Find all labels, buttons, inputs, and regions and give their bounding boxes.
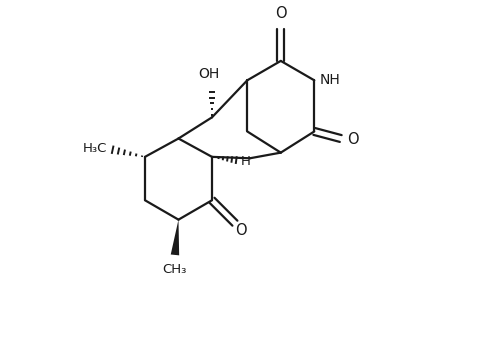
- Text: O: O: [275, 6, 287, 21]
- Text: H₃C: H₃C: [82, 142, 107, 155]
- Text: H: H: [241, 154, 251, 168]
- Text: O: O: [236, 223, 247, 238]
- Text: NH: NH: [320, 73, 340, 87]
- Text: O: O: [347, 132, 359, 147]
- Text: OH: OH: [198, 67, 219, 81]
- Text: CH₃: CH₃: [162, 263, 187, 276]
- Polygon shape: [171, 220, 179, 255]
